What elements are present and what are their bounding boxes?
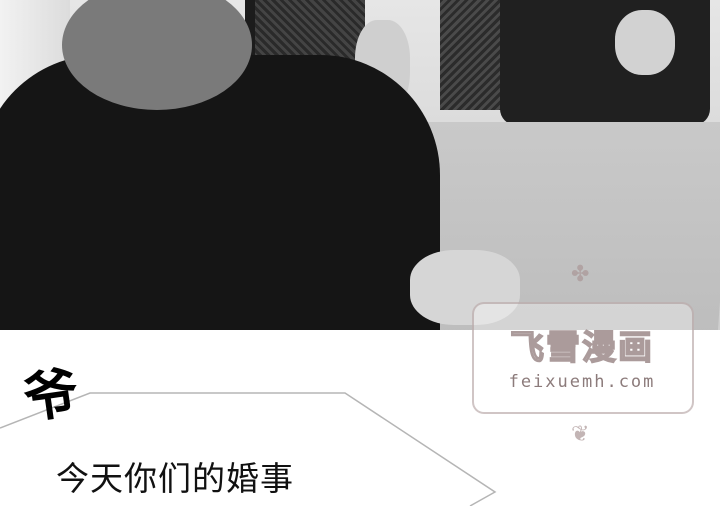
- watermark-frame: [472, 302, 694, 414]
- comic-photo-panel: [0, 0, 720, 330]
- dialogue-text: 今天你们的婚事: [56, 459, 294, 498]
- watermark-domain: feixuemh.com: [508, 372, 656, 392]
- seated-man-jacket: [0, 55, 440, 330]
- ornament-icon: ❦: [571, 422, 590, 447]
- standing-person-right: [500, 0, 710, 125]
- speaker-label: 爷: [19, 359, 83, 431]
- seated-man-head: [62, 0, 252, 110]
- hand-with-rings: [615, 10, 675, 75]
- watermark-title: 飞雪漫画: [509, 327, 654, 369]
- ornament-icon: ✤: [571, 262, 590, 287]
- seated-man-hands: [410, 250, 520, 325]
- watermark: ✤ 飞雪漫画 feixuemh.com ❦: [452, 262, 710, 452]
